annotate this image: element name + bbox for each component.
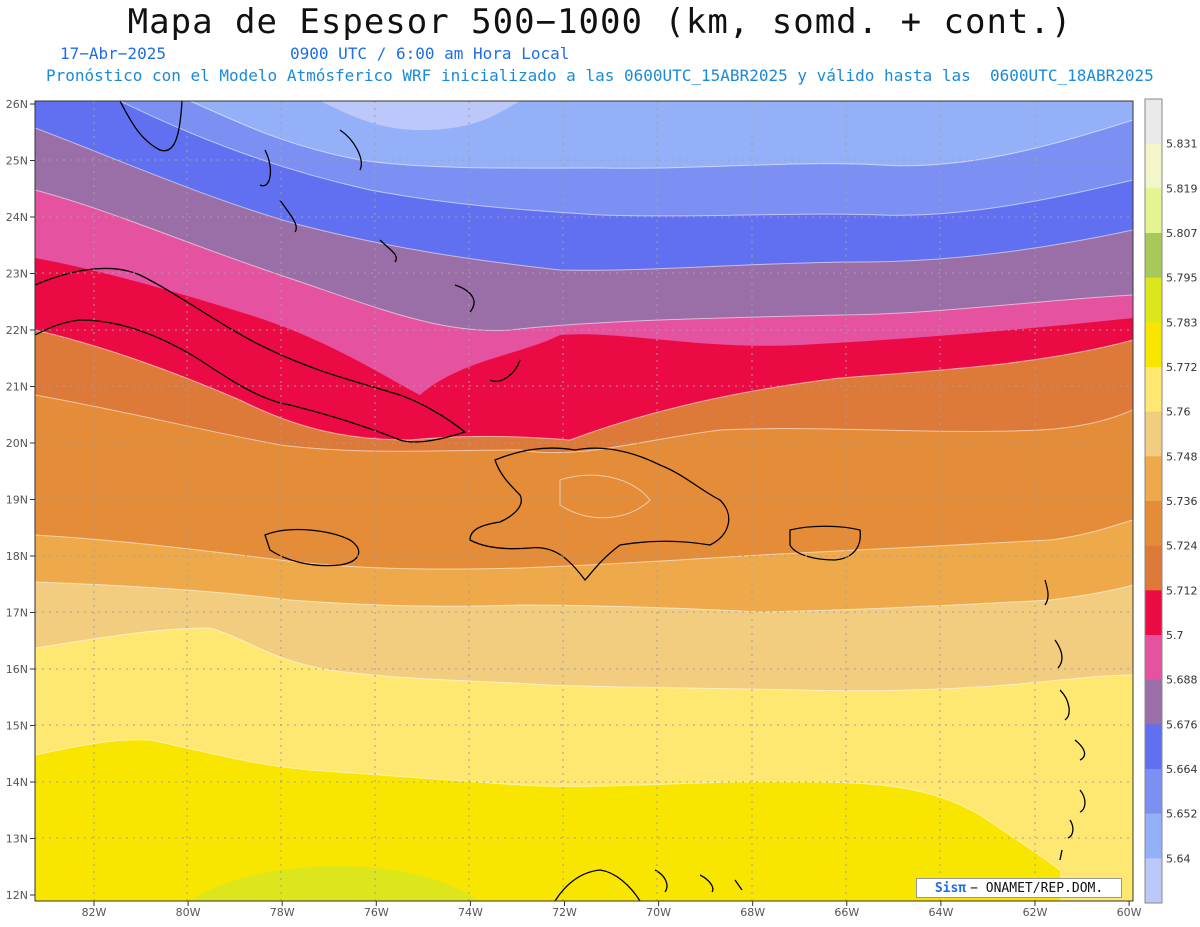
lat-tick-label: 23N (6, 268, 28, 281)
coastlines (35, 101, 1086, 901)
colorbar-swatch (1145, 188, 1162, 234)
lat-tick-label: 14N (6, 776, 28, 789)
bahamas-islands (259, 129, 521, 382)
lon-tick-label: 80W (176, 906, 201, 919)
colorbar-frame (1144, 98, 1163, 904)
colorbar-label: 5.831 (1166, 138, 1198, 151)
lon-tick-label: 82W (82, 906, 107, 919)
jamaica-coast (264, 528, 360, 567)
colorbar-swatch (1145, 813, 1162, 859)
lat-tick-label: 19N (6, 494, 28, 507)
contour-field (35, 101, 1133, 901)
lat-tick-label: 26N (6, 98, 28, 111)
colorbar-label: 5.819 (1166, 182, 1198, 195)
band-5.783 (35, 739, 1060, 901)
lon-tick-label: 60W (1117, 906, 1142, 919)
colorbar-swatch (1145, 769, 1162, 815)
latitude-labels: 26N 25N 24N 23N 22N 21N 20N 19N 18N 17N 16N 15N 14N 1… (6, 98, 35, 902)
lat-tick-label: 21N (6, 381, 28, 394)
colorbar-labels: 5.831 5.819 5.807 5.795 5.783 5.772 5.76 5.748 5… (1166, 138, 1198, 866)
lat-tick-label: 16N (6, 663, 28, 676)
colorbar-label: 5.783 (1166, 316, 1198, 329)
lon-tick-label: 62W (1023, 906, 1048, 919)
credit-box: Sisπ − ONAMET/REP.DOM. (916, 878, 1122, 898)
contour-lines (35, 101, 1133, 871)
lon-tick-label: 76W (364, 906, 389, 919)
lat-tick-label: 25N (6, 155, 28, 168)
colorbar-swatch (1145, 143, 1162, 189)
lon-tick-label: 64W (928, 906, 953, 919)
colorbar-label: 5.807 (1166, 227, 1198, 240)
colorbar-swatch (1145, 590, 1162, 636)
plot-frame (34, 100, 1134, 902)
colorbar-label: 5.736 (1166, 495, 1198, 508)
colorbar-label: 5.7 (1166, 629, 1184, 642)
sispi-logo: Sisπ (934, 880, 967, 896)
lon-tick-label: 72W (552, 906, 577, 919)
lat-tick-label: 20N (6, 437, 28, 450)
colorbar-swatch (1145, 545, 1162, 591)
south-america-coast (554, 869, 743, 901)
lat-tick-label: 22N (6, 324, 28, 337)
colorbar-label: 5.724 (1166, 540, 1198, 553)
colorbar-swatch (1145, 411, 1162, 457)
colorbar-swatch (1145, 724, 1162, 770)
forecast-label: Pronóstico con el Modelo Atmósferico WRF… (46, 66, 1154, 85)
colorbar-swatch (1145, 367, 1162, 413)
colorbar-swatch (1145, 99, 1162, 145)
lat-tick-label: 24N (6, 211, 28, 224)
band-5.64 (320, 101, 520, 131)
colorbar-label: 5.795 (1166, 272, 1198, 285)
colorbar-swatch (1145, 501, 1162, 547)
colorbar-label: 5.772 (1166, 361, 1198, 374)
longitude-labels: 82W 80W 78W 76W 74W 72W 70W 68W 66W 64W 62W 60W (82, 901, 1142, 919)
colorbar-label: 5.748 (1166, 450, 1198, 463)
colorbar-swatch (1145, 679, 1162, 725)
lon-tick-label: 68W (740, 906, 765, 919)
colorbar-label: 5.676 (1166, 718, 1198, 731)
colorbar-label: 5.688 (1166, 674, 1198, 687)
date-label: 17−Abr−2025 (60, 44, 166, 63)
lat-tick-label: 12N (6, 889, 28, 902)
credit-text: − ONAMET/REP.DOM. (970, 880, 1104, 896)
lat-tick-label: 18N (6, 550, 28, 563)
gridlines (35, 101, 1133, 901)
florida-coast (119, 101, 183, 152)
colorbar (1144, 98, 1163, 904)
colorbar-swatch (1145, 277, 1162, 323)
map-title: Mapa de Espesor 500−1000 (km, somd. + co… (127, 2, 1073, 42)
lon-tick-label: 74W (458, 906, 483, 919)
colorbar-swatch (1145, 322, 1162, 368)
cuba-coast (35, 267, 467, 443)
hispaniola-coast (469, 447, 730, 581)
lat-tick-label: 13N (6, 833, 28, 846)
colorbar-label: 5.64 (1166, 852, 1191, 865)
colorbar-label: 5.664 (1166, 763, 1198, 776)
time-label: 0900 UTC / 6:00 am Hora Local (290, 44, 570, 63)
colorbar-swatch (1145, 456, 1162, 502)
colorbar-swatch (1145, 233, 1162, 279)
colorbar-swatch (1145, 635, 1162, 681)
puerto-rico-coast (789, 525, 861, 561)
lat-tick-label: 15N (6, 720, 28, 733)
colorbar-swatch (1145, 858, 1162, 904)
colorbar-label: 5.76 (1166, 406, 1191, 419)
lon-tick-label: 70W (646, 906, 671, 919)
colorbar-label: 5.712 (1166, 584, 1198, 597)
lat-tick-label: 17N (6, 607, 28, 620)
lon-tick-label: 66W (834, 906, 859, 919)
lon-tick-label: 78W (270, 906, 295, 919)
colorbar-label: 5.652 (1166, 808, 1198, 821)
band-5.795 (190, 866, 480, 901)
lesser-antilles (1044, 579, 1086, 861)
